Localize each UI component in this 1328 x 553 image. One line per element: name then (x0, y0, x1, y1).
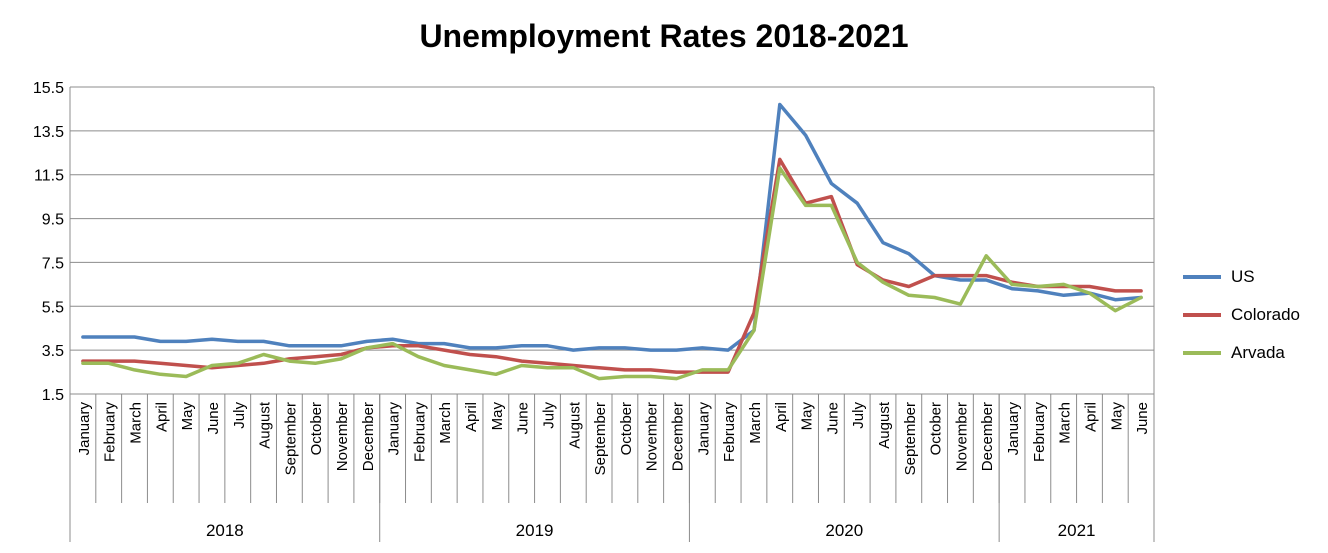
y-tick-label: 5.5 (42, 299, 64, 316)
series-line-colorado (81, 157, 1143, 374)
legend-item-arvada: Arvada (1183, 334, 1300, 372)
legend-label-us: US (1231, 267, 1255, 286)
x-tick-label: June (515, 402, 532, 435)
x-tick-label: February (1031, 402, 1048, 463)
x-tick-label: January (76, 402, 93, 456)
x-tick-label: February (411, 402, 428, 463)
y-tick-label: 7.5 (42, 255, 64, 272)
x-tick-label: August (566, 401, 583, 449)
x-tick-label: December (979, 402, 996, 471)
x-tick-label: July (540, 402, 557, 429)
x-tick-label: January (695, 402, 712, 456)
x-tick-label: October (618, 402, 635, 455)
x-tick-label: March (747, 402, 764, 444)
series-line-arvada (81, 166, 1143, 381)
x-tick-label: November (334, 402, 351, 471)
y-tick-label: 1.5 (42, 387, 64, 404)
x-tick-label: July (850, 402, 867, 429)
x-tick-label: May (1108, 402, 1125, 431)
legend-swatch-colorado (1183, 313, 1221, 317)
x-tick-label: February (721, 402, 738, 463)
x-tick-label: February (102, 402, 119, 463)
x-tick-label: May (799, 402, 816, 431)
y-tick-label: 9.5 (42, 212, 64, 229)
x-tick-label: October (308, 402, 325, 455)
x-tick-label: August (257, 401, 274, 449)
x-tick-label: April (773, 402, 790, 432)
x-tick-label: August (876, 401, 893, 449)
x-tick-label: January (386, 402, 403, 456)
x-tick-label: June (205, 402, 222, 435)
x-tick-label: September (282, 402, 299, 475)
legend-item-us: US (1183, 258, 1300, 296)
x-tick-label: May (179, 402, 196, 431)
x-tick-label: September (592, 402, 609, 475)
x-tick-label: November (953, 402, 970, 471)
year-label: 2019 (516, 521, 554, 540)
x-tick-label: December (670, 402, 687, 471)
axes (69, 87, 1155, 542)
x-tick-label: November (644, 402, 661, 471)
year-label: 2021 (1058, 521, 1096, 540)
legend-item-colorado: Colorado (1183, 296, 1300, 334)
x-tick-label: September (902, 402, 919, 475)
legend-swatch-us (1183, 275, 1221, 279)
x-tick-label: March (128, 402, 145, 444)
x-tick-label: July (231, 402, 248, 429)
x-tick-label: June (824, 402, 841, 435)
y-tick-label: 15.5 (33, 80, 64, 97)
x-tick-label: April (153, 402, 170, 432)
year-label: 2018 (206, 521, 244, 540)
year-label: 2020 (825, 521, 863, 540)
legend-swatch-arvada (1183, 351, 1221, 355)
legend: US Colorado Arvada (1183, 258, 1300, 372)
x-tick-label: June (1134, 402, 1151, 435)
y-tick-label: 13.5 (33, 124, 64, 141)
series-line-us (81, 102, 1143, 352)
x-tick-label: January (1005, 402, 1022, 456)
x-tick-label: October (928, 402, 945, 455)
axis-labels: 15.5 13.5 11.5 9.5 7.5 5.5 3.5 1.5 January Februa… (33, 80, 1151, 540)
x-tick-label: December (360, 402, 377, 471)
legend-label-colorado: Colorado (1231, 305, 1300, 324)
chart-title: Unemployment Rates 2018-2021 (419, 18, 909, 54)
y-tick-label: 11.5 (34, 168, 64, 185)
series-lines (81, 102, 1143, 381)
legend-label-arvada: Arvada (1231, 343, 1285, 362)
x-tick-label: March (437, 402, 454, 444)
x-tick-label: March (1057, 402, 1074, 444)
x-tick-label: April (463, 402, 480, 432)
x-tick-label: April (1082, 402, 1099, 432)
x-tick-label: May (489, 402, 506, 431)
y-tick-label: 3.5 (42, 343, 64, 360)
